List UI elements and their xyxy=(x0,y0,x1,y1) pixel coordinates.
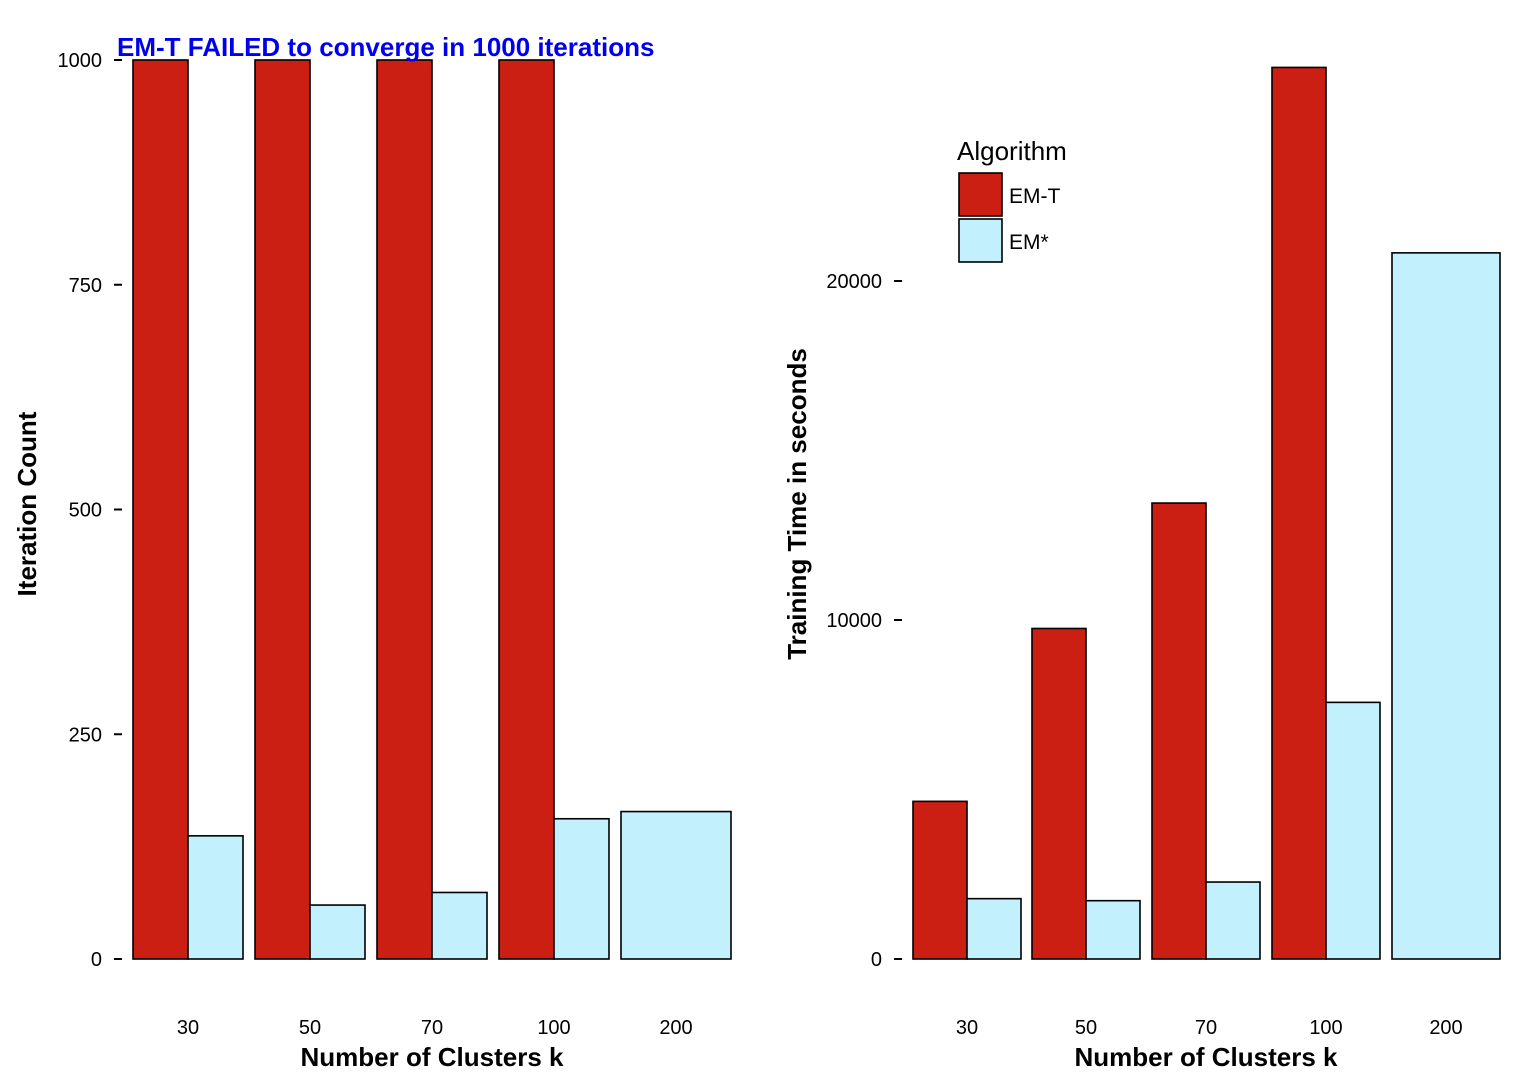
legend-label-em-t: EM-T xyxy=(1009,185,1060,208)
y-tick-label: 500 xyxy=(69,500,102,522)
bar-em-star-200 xyxy=(620,810,732,960)
bar-em-star-70 xyxy=(431,891,488,960)
y-tick-label: 0 xyxy=(871,949,882,971)
x-tick-label: 70 xyxy=(421,1017,443,1039)
x-tick-label: 100 xyxy=(537,1017,570,1039)
bar-em-t-100 xyxy=(1271,66,1327,960)
y-tick-label: 0 xyxy=(91,949,102,971)
y-tick-label: 10000 xyxy=(826,610,882,632)
bar-em-t-50 xyxy=(254,59,311,960)
bar-em-t-30 xyxy=(912,800,968,960)
x-tick-label: 50 xyxy=(299,1017,321,1039)
y-tick-label: 750 xyxy=(69,275,102,297)
legend: Algorithm EM-T EM* xyxy=(957,136,1067,263)
bar-em-star-100 xyxy=(553,817,610,960)
y-tick-label: 250 xyxy=(69,724,102,746)
bar-em-t-70 xyxy=(1151,502,1207,960)
bar-em-star-200 xyxy=(1391,252,1501,960)
bar-em-t-50 xyxy=(1031,627,1087,960)
bar-em-t-100 xyxy=(498,59,555,960)
bar-em-t-30 xyxy=(132,59,189,960)
y-axis-title: Iteration Count xyxy=(12,411,42,596)
bar-em-star-50 xyxy=(309,904,366,960)
x-tick-label: 200 xyxy=(659,1017,692,1039)
bar-em-star-30 xyxy=(187,835,244,960)
convergence-annotation: EM-T FAILED to converge in 1000 iteratio… xyxy=(117,32,654,62)
y-axis-title: Training Time in seconds xyxy=(782,348,812,660)
x-tick-label: 50 xyxy=(1075,1017,1097,1039)
y-tick-label: 1000 xyxy=(58,50,103,72)
legend-label-em-star: EM* xyxy=(1009,231,1049,254)
x-tick-label: 70 xyxy=(1195,1017,1217,1039)
x-tick-label: 30 xyxy=(956,1017,978,1039)
x-tick-label: 30 xyxy=(177,1017,199,1039)
x-axis-title: Number of Clusters k xyxy=(301,1042,564,1072)
bar-em-star-70 xyxy=(1205,881,1261,960)
bar-em-star-50 xyxy=(1085,899,1141,960)
legend-key-em-star xyxy=(958,218,1003,263)
bar-em-t-70 xyxy=(376,59,433,960)
y-tick-label: 20000 xyxy=(826,271,882,293)
bar-em-star-100 xyxy=(1325,701,1381,960)
iteration-count-panel: Number of Clusters k Iteration Count 0 25… xyxy=(12,32,732,1072)
x-tick-label: 100 xyxy=(1309,1017,1342,1039)
training-time-panel: Number of Clusters k Training Time in se… xyxy=(782,66,1501,1072)
x-tick-label: 200 xyxy=(1429,1017,1462,1039)
legend-key-em-t xyxy=(958,172,1003,217)
legend-title: Algorithm xyxy=(957,136,1067,166)
x-axis-title: Number of Clusters k xyxy=(1075,1042,1338,1072)
bar-em-star-30 xyxy=(966,897,1022,960)
